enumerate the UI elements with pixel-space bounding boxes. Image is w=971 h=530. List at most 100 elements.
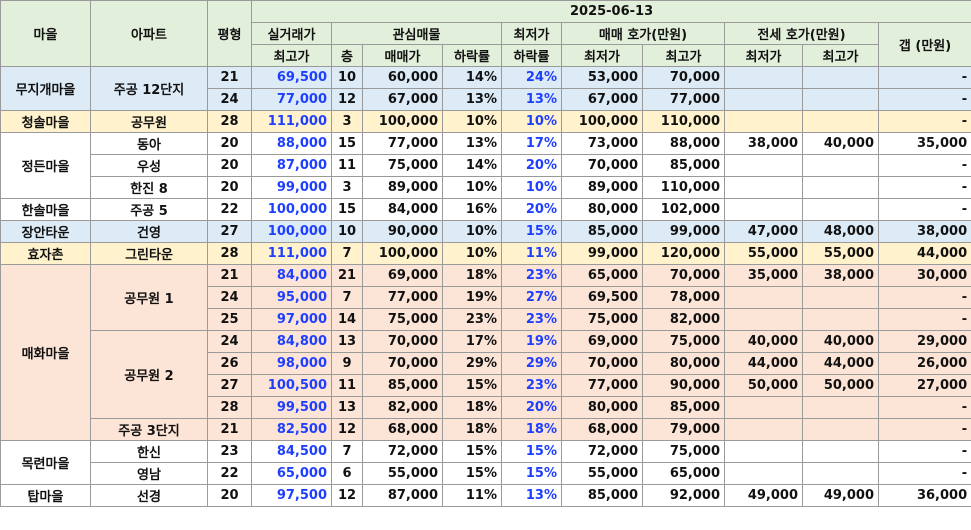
- cell-sale: 85,000: [362, 374, 443, 397]
- cell-dr: 13%: [442, 132, 502, 155]
- header-interest: 관심매물: [331, 22, 502, 45]
- cell-dr: 17%: [442, 330, 502, 353]
- cell-p: 24: [207, 286, 252, 309]
- cell-gap: -: [877, 198, 971, 221]
- cell-jmax: [802, 396, 879, 419]
- apartment-cell: 한진 8: [90, 176, 208, 199]
- cell-jmax: [802, 88, 879, 111]
- cell-act: 100,000: [251, 198, 332, 221]
- header-jeonse-min: 최저가: [724, 44, 803, 67]
- cell-smax: 77,000: [642, 88, 725, 111]
- village-cell: 장안타운: [0, 220, 91, 243]
- cell-smin: 100,000: [561, 110, 643, 133]
- cell-gap: -: [877, 110, 971, 133]
- apartment-price-table: 마을 아파트 평형 2025-06-13 실거래가 관심매물 최저가 매매 호가…: [0, 0, 971, 507]
- cell-jmin: [724, 440, 803, 463]
- cell-jmax: [802, 308, 879, 331]
- cell-md: 17%: [501, 132, 562, 155]
- cell-dr: 29%: [442, 352, 502, 375]
- header-gap: 갭 (만원): [877, 22, 971, 67]
- cell-jmax: [802, 286, 879, 309]
- apartment-cell: 선경: [90, 484, 208, 507]
- cell-p: 24: [207, 88, 252, 111]
- cell-smin: 75,000: [561, 308, 643, 331]
- apartment-cell: 공무원 2: [90, 330, 208, 419]
- cell-fl: 9: [331, 352, 363, 375]
- cell-act: 95,000: [251, 286, 332, 309]
- cell-sale: 72,000: [362, 440, 443, 463]
- cell-md: 15%: [501, 440, 562, 463]
- table-row: 목련마을 한신 23 84,500 7 72,000 15% 15% 72,000 75,000-: [0, 440, 971, 485]
- cell-dr: 19%: [442, 286, 502, 309]
- table-row: 우성 20 87,000 11 75,000 14% 20% 70,000 85,000 -: [1, 154, 971, 177]
- table-row: 청솔마을 공무원 28 111,000 3 100,000 10% 10% 100,000 110…: [0, 110, 971, 133]
- cell-sale: 60,000: [362, 66, 443, 89]
- cell-jmin: 44,000: [724, 352, 803, 375]
- cell-gap: 30,000: [877, 264, 971, 287]
- table-body: 무지개마을 주공 12단지 21 69,500 10 60,000 14% 24% 53,000…: [0, 66, 971, 507]
- cell-dr: 14%: [442, 66, 502, 89]
- cell-p: 24: [207, 330, 252, 353]
- village-cell: 탑마을: [0, 484, 91, 507]
- table-row: 한진 8 20 99,000 3 89,000 10% 10% 89,000 110,000-: [1, 176, 971, 199]
- cell-smax: 120,000: [642, 242, 725, 265]
- cell-smin: 69,500: [561, 286, 643, 309]
- header-date: 2025-06-13: [250, 0, 971, 23]
- cell-smin: 72,000: [561, 440, 643, 463]
- cell-jmax: [802, 440, 879, 463]
- cell-act: 88,000: [251, 132, 332, 155]
- cell-fl: 7: [331, 440, 363, 463]
- cell-md: 20%: [501, 198, 562, 221]
- cell-fl: 7: [331, 286, 363, 309]
- cell-smin: 67,000: [561, 88, 643, 111]
- cell-gap: -: [877, 154, 971, 177]
- cell-fl: 14: [331, 308, 363, 331]
- table-row: 탑마을 선경 20 97,500 12 87,000 11% 13% 85,000 92,000 4…: [0, 484, 971, 507]
- header-actual-trade: 실거래가: [251, 22, 332, 45]
- cell-jmax: [802, 66, 879, 89]
- cell-md: 15%: [501, 462, 562, 485]
- cell-sale: 67,000: [362, 88, 443, 111]
- cell-jmax: [802, 462, 879, 485]
- cell-smin: 68,000: [561, 418, 643, 441]
- cell-act: 87,000: [251, 154, 332, 177]
- apartment-cell: 주공 3단지: [90, 418, 208, 441]
- cell-md: 24%: [501, 66, 562, 89]
- cell-dr: 11%: [442, 484, 502, 507]
- header-drop-rate: 하락률: [442, 44, 502, 67]
- cell-jmin: 49,000: [724, 484, 803, 507]
- cell-jmin: 55,000: [724, 242, 803, 265]
- cell-smin: 70,000: [561, 154, 643, 177]
- cell-p: 21: [207, 264, 252, 287]
- cell-sale: 75,000: [362, 154, 443, 177]
- cell-dr: 23%: [442, 308, 502, 331]
- village-cell: 정든마을: [0, 132, 91, 199]
- table-row: 정든마을 동아 20 88,000 15 77,000 13% 17% 73,000 88,000…: [0, 132, 971, 199]
- cell-p: 22: [207, 198, 252, 221]
- header-min-drop: 하락률: [501, 44, 562, 67]
- header-sale-min: 최저가: [561, 44, 643, 67]
- cell-jmax: 55,000: [802, 242, 879, 265]
- cell-smin: 69,000: [561, 330, 643, 353]
- cell-dr: 15%: [442, 440, 502, 463]
- cell-md: 23%: [501, 264, 562, 287]
- cell-sale: 75,000: [362, 308, 443, 331]
- cell-gap: -: [877, 66, 971, 89]
- cell-act: 111,000: [251, 110, 332, 133]
- table-row: 26 98,000 9 70,000 29% 29% 70,000 80,000 44,000 4…: [1, 352, 971, 375]
- apartment-cell: 그린타운: [90, 242, 208, 265]
- header-min-price: 최저가: [501, 22, 562, 45]
- cell-p: 27: [207, 374, 252, 397]
- cell-act: 84,800: [251, 330, 332, 353]
- cell-smax: 65,000: [642, 462, 725, 485]
- table-row: 25 97,000 14 75,000 23% 23% 75,000 82,000-: [1, 308, 971, 331]
- cell-sale: 70,000: [362, 352, 443, 375]
- cell-fl: 11: [331, 154, 363, 177]
- cell-md: 20%: [501, 154, 562, 177]
- cell-smin: 99,000: [561, 242, 643, 265]
- cell-jmin: [724, 462, 803, 485]
- cell-dr: 10%: [442, 220, 502, 243]
- cell-gap: -: [877, 308, 971, 331]
- cell-fl: 10: [331, 220, 363, 243]
- cell-jmin: 47,000: [724, 220, 803, 243]
